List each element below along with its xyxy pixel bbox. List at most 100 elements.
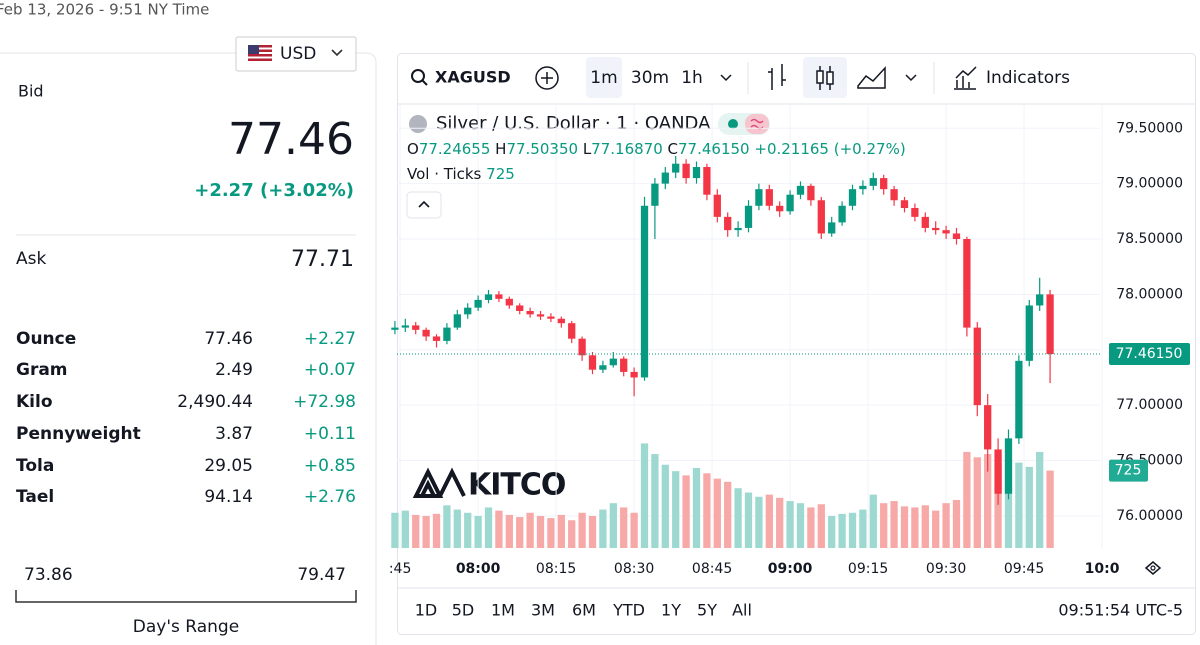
legend-part: O [407, 140, 419, 158]
bars-icon[interactable] [768, 64, 786, 90]
chevron[interactable] [720, 74, 732, 82]
volume-bar [921, 505, 929, 548]
ask: 77.71 [291, 247, 354, 272]
search-icon[interactable] [411, 69, 425, 83]
candle-body [516, 305, 524, 311]
range-high: 79.47 [297, 565, 346, 585]
chevron[interactable] [905, 74, 917, 82]
interval[interactable]: 30m [631, 68, 669, 88]
candle-body [859, 185, 867, 190]
candle-body [973, 327, 981, 406]
y-tick-label: 78.00000 [1116, 286, 1183, 302]
indicators[interactable]: Indicators [986, 68, 1070, 88]
range-button[interactable]: 6M [572, 601, 596, 620]
volume-bar [547, 518, 555, 548]
range-low: 73.86 [24, 565, 73, 585]
volume-bar [880, 503, 888, 548]
candle-body [911, 207, 919, 217]
range-button[interactable]: 1Y [661, 601, 681, 620]
unit-price: 2.49 [215, 360, 253, 380]
datetime: Feb 13, 2026 - 9:51 NY Time [0, 1, 209, 19]
range-button[interactable]: 5Y [697, 601, 717, 620]
candle-body [495, 294, 503, 299]
candle-body [557, 318, 565, 324]
interval-active[interactable] [586, 57, 622, 98]
volume-bar [1004, 460, 1013, 548]
area-icon[interactable] [857, 66, 886, 89]
candle-body [963, 239, 971, 328]
volume-bar [932, 510, 940, 548]
legend-part: C [668, 140, 678, 158]
volume-bar [984, 454, 992, 548]
volume-bar [661, 464, 669, 548]
unit-name: Kilo [16, 392, 53, 412]
settings-icon[interactable] [1144, 561, 1162, 575]
volume-bar [432, 513, 441, 548]
currency: USD [280, 44, 316, 64]
volume-bar [734, 488, 742, 548]
y-tick-label: 79.50000 [1116, 120, 1183, 136]
candle-icon [826, 71, 834, 85]
volume-bar [620, 507, 628, 548]
candle-body [505, 298, 513, 306]
volume-bar [859, 509, 867, 548]
x-tick-label: 09:45 [1004, 561, 1044, 577]
volume-bar [1046, 470, 1054, 548]
ask-label: Ask [16, 249, 46, 269]
plot [391, 105, 1103, 548]
candle-button[interactable] [803, 57, 847, 98]
legend-part: +0.21165 [754, 140, 829, 158]
candle-body [536, 314, 545, 317]
bid-label: Bid [18, 82, 44, 101]
volume-bar [609, 503, 617, 548]
x-tick-label: 09:00 [768, 561, 813, 577]
interval[interactable]: 1m [590, 68, 617, 88]
candle-body [484, 294, 493, 300]
candle-body [890, 189, 898, 201]
indicators-icon[interactable] [954, 66, 977, 90]
volume-bar [495, 510, 503, 548]
volume-bar [994, 462, 1002, 548]
range-button[interactable]: YTD [612, 601, 645, 620]
range-button[interactable]: 3M [531, 601, 555, 620]
volume-bar [1015, 462, 1023, 548]
unit-price: 2,490.44 [177, 392, 253, 412]
legend-part: 77.50350 [506, 140, 578, 158]
unit-name: Pennyweight [16, 424, 141, 444]
candle-body [724, 216, 732, 231]
volume-bar [672, 471, 680, 548]
range-button[interactable]: 1D [415, 601, 438, 620]
volume-box [1109, 459, 1148, 482]
range-button[interactable]: All [732, 601, 752, 620]
interval[interactable]: 1h [681, 68, 703, 88]
candle-body [464, 307, 472, 315]
candle-body [1025, 305, 1033, 361]
volume-bar [630, 512, 638, 548]
candle-body [994, 449, 1002, 494]
candle-body [786, 194, 794, 212]
candle-body [630, 371, 638, 378]
candle-body [443, 327, 451, 341]
volume-bar [848, 512, 857, 548]
last-price-box [1109, 343, 1190, 366]
volume-bar [890, 501, 898, 548]
collapse-button[interactable] [406, 191, 442, 219]
candle-body [474, 299, 482, 308]
legend-part: H [495, 140, 506, 158]
symbol[interactable]: XAGUSD [435, 68, 511, 87]
candle-body [412, 325, 420, 330]
candle-body [807, 185, 815, 201]
volume-bar [412, 514, 420, 548]
candle-body [1015, 360, 1023, 439]
change-pct: (+3.02%) [260, 180, 354, 201]
range-button[interactable]: 5D [452, 601, 475, 620]
volume-bar [568, 520, 576, 548]
candle-body [672, 163, 680, 173]
volume-bar [755, 496, 763, 548]
range-button[interactable]: 1M [491, 601, 515, 620]
candle-body [1004, 438, 1013, 494]
candle-body [848, 189, 857, 206]
compare-button[interactable] [535, 66, 559, 90]
unit-change: +2.27 [304, 329, 356, 349]
